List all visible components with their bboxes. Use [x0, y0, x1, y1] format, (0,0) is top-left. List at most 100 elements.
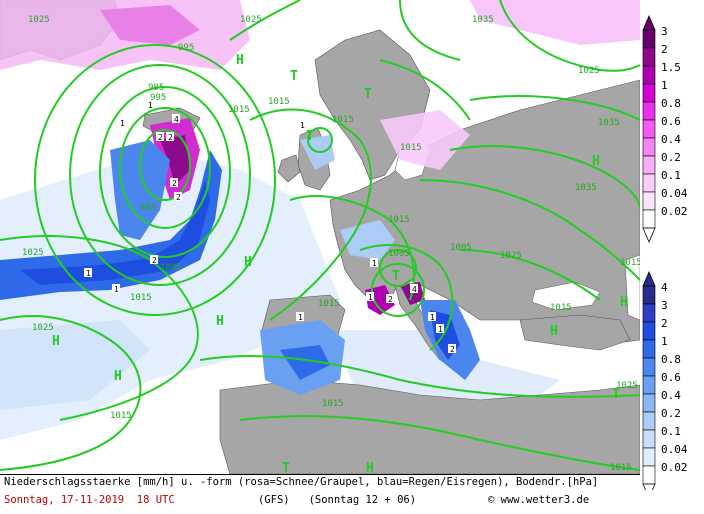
snow-legend-label: 0.2 [661, 151, 681, 164]
rain-legend-label: 2 [661, 317, 668, 330]
caspian-sea [624, 254, 640, 321]
pressure-labels: 1025 995 1025 985 985 1005 1015 1015 101… [22, 15, 640, 473]
pressure-label: 1025 [240, 15, 262, 25]
rain-legend-swatch [642, 411, 656, 431]
pressure-label: 1005 [450, 243, 472, 253]
pressure-label: 1025 [616, 381, 638, 391]
snow-legend: 3 2 1.5 1 0.8 0.6 0.4 0.2 0.1 0.04 0.02 [642, 14, 688, 244]
precip-label: 1 [372, 259, 377, 268]
snow-legend-label: 3 [661, 25, 668, 38]
low-marker: T [392, 269, 400, 284]
footer-credit: © www.wetter3.de [488, 494, 590, 506]
rain-legend-label: 3 [661, 299, 668, 312]
snow-legend-swatch [642, 119, 656, 139]
pressure-label: 1015 [550, 303, 572, 313]
precip-label: 4 [174, 115, 179, 124]
precip-label: 2 [152, 256, 157, 265]
precip-label: 1 [86, 269, 91, 278]
pressure-label: 1015 [322, 399, 344, 409]
high-marker: H [550, 324, 558, 339]
pressure-label: 995 [178, 43, 194, 53]
rain-legend: 4 3 2 1 0.8 0.6 0.4 0.2 0.1 0.04 0.02 [642, 270, 688, 490]
rain-legend-swatch [642, 321, 656, 341]
pressure-label: 1015 [388, 215, 410, 225]
snow-legend-swatch [642, 65, 656, 85]
snow-legend-swatch [642, 191, 656, 211]
precip-label: 2 [172, 179, 177, 188]
rain-legend-swatch [642, 375, 656, 395]
rain-legend-swatch [642, 465, 656, 485]
high-marker: H [620, 295, 628, 310]
snow-legend-label: 0.02 [661, 205, 688, 218]
pressure-label: 1025 [28, 15, 50, 25]
high-pressure-markers: H H H H H H H H H [52, 53, 628, 474]
snow-legend-label: 1.5 [661, 61, 681, 74]
legend-panel: 3 2 1.5 1 0.8 0.6 0.4 0.2 0.1 0.04 0.02 4 3 2 1 0.8 0.6… [642, 14, 688, 490]
high-marker: H [114, 369, 122, 384]
precip-label: 2 [388, 295, 393, 304]
pressure-label: 1015 [610, 463, 632, 473]
rain-legend-label: 1 [661, 335, 668, 348]
rain-legend-arrow-top [642, 270, 656, 287]
precip-label: 2 [450, 345, 455, 354]
footer-model: (GFS) (Sonntag 12 + 06) [258, 494, 417, 506]
snow-legend-swatch [642, 137, 656, 157]
rain-legend-label: 0.8 [661, 353, 681, 366]
pressure-label: 985 [148, 83, 164, 93]
low-marker: T [290, 69, 298, 84]
high-marker: H [236, 53, 244, 68]
snow-legend-swatch [642, 47, 656, 67]
pressure-label: 985 [140, 203, 156, 213]
pressure-label: 1015 [332, 115, 354, 125]
precip-labels: 1 1 2 2 2 4 2 [84, 100, 456, 354]
rain-legend-label: 4 [661, 281, 668, 294]
pressure-label: 1035 [472, 15, 494, 25]
high-marker: H [244, 255, 252, 270]
rain-legend-swatch [642, 429, 656, 449]
pressure-label: 1025 [32, 323, 54, 333]
pressure-label: 995 [150, 93, 166, 103]
rain-legend-arrow-bottom [642, 483, 656, 490]
high-marker: H [592, 154, 600, 169]
precip-label: 1 [300, 121, 305, 130]
precip-label: 1 [438, 325, 443, 334]
snow-legend-swatch [642, 173, 656, 193]
weather-map: 1025 995 1025 985 985 1005 1015 1015 101… [0, 0, 640, 474]
precip-label: 2 [158, 133, 163, 142]
rain-legend-swatch [642, 285, 656, 305]
pressure-label: 1015 [318, 299, 340, 309]
low-marker: T [612, 387, 620, 402]
precip-label: 2 [168, 133, 173, 142]
precip-label: 1 [120, 119, 125, 128]
pressure-label: 1015 [228, 105, 250, 115]
high-marker: H [216, 314, 224, 329]
snow-legend-label: 0.04 [661, 187, 688, 200]
precip-label: 2 [176, 193, 181, 202]
low-marker: T [282, 461, 290, 474]
rain-legend-swatch [642, 303, 656, 323]
pressure-label: 1025 [500, 251, 522, 261]
rain-legend-label: 0.02 [661, 461, 688, 474]
isobars [0, 0, 640, 471]
rain-legend-swatch [642, 339, 656, 359]
pressure-label: 1015 [400, 143, 422, 153]
pressure-label: 1015 [620, 258, 640, 268]
turkey [519, 314, 631, 351]
ireland [277, 154, 301, 183]
snow-legend-arrow-top [642, 14, 656, 31]
rain-legend-label: 0.4 [661, 389, 681, 402]
footer-description: Niederschlagsstaerke [mm/h] u. -form (ro… [4, 476, 599, 488]
snow-legend-swatch [642, 101, 656, 121]
pressure-label: 1015 [268, 97, 290, 107]
rain-legend-label: 0.2 [661, 407, 681, 420]
precip-label: 1 [148, 101, 153, 110]
snow-legend-swatch [642, 209, 656, 229]
rain-areas [0, 135, 480, 395]
high-marker: H [366, 461, 374, 474]
precip-label: 1 [368, 293, 373, 302]
rain-legend-label: 0.1 [661, 425, 681, 438]
precip-label: 1 [430, 313, 435, 322]
footer-date: Sonntag, 17-11-2019 18 UTC [4, 494, 175, 506]
rain-legend-label: 0.04 [661, 443, 688, 456]
low-marker: T [364, 87, 372, 102]
